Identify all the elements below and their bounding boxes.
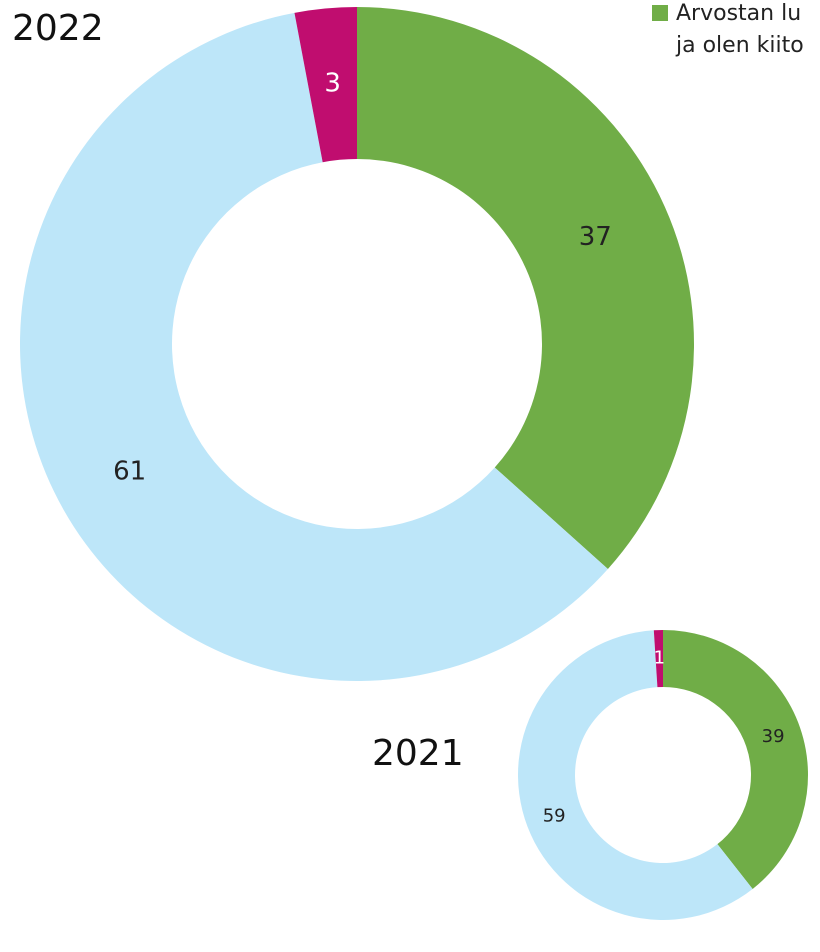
data-label: 39	[762, 726, 785, 747]
donut-slice	[518, 630, 753, 920]
chart-title: 2022	[12, 8, 104, 49]
donut-slice	[653, 630, 663, 688]
donut-slice	[357, 7, 694, 569]
chart-title: 2021	[372, 733, 464, 774]
donut-slice	[19, 12, 608, 682]
data-label: 1	[654, 648, 665, 669]
legend-label: ja olen kiito	[675, 33, 804, 58]
donut-slice	[294, 7, 357, 163]
data-label: 59	[543, 806, 566, 827]
donut-slice	[663, 630, 809, 889]
legend-swatch	[652, 5, 668, 21]
data-label: 3	[324, 69, 341, 99]
legend-label: Arvostan lu	[676, 1, 801, 26]
data-label: 61	[113, 457, 146, 487]
data-label: 37	[579, 222, 612, 252]
